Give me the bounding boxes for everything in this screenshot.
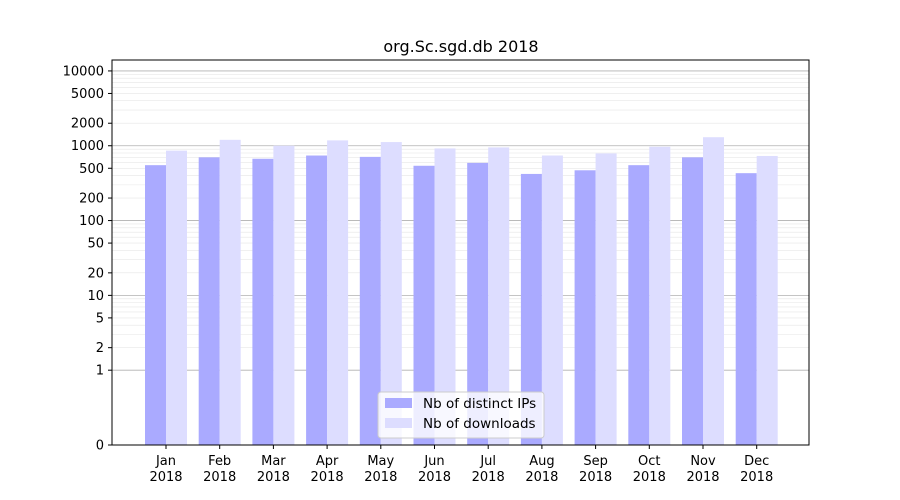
x-tick-label: Feb 2018 (203, 454, 236, 485)
x-tick-label: Oct 2018 (633, 454, 666, 485)
legend-label: Nb of downloads (423, 416, 536, 432)
x-tick-label: Jun 2018 (418, 454, 451, 485)
y-tick-label: 500 (79, 162, 104, 177)
legend-swatch (385, 398, 412, 408)
y-tick-label: 5000 (71, 87, 104, 102)
y-tick-label: 1000 (71, 139, 104, 154)
x-tick-label: Apr 2018 (311, 454, 344, 485)
x-tick-label: Jan 2018 (149, 454, 182, 485)
y-axis: 0 1 2 5 10 20 50 100 200 500 1000 2000 5000 10000 (63, 64, 112, 454)
bar-distinct-ips (467, 162, 489, 445)
bar-downloads (219, 139, 241, 445)
plot-frame (111, 59, 810, 446)
y-tick-label: 2 (96, 341, 104, 356)
y-tick-label: 10000 (63, 64, 104, 79)
bar-downloads (595, 153, 617, 445)
y-tick-label: 1 (96, 364, 104, 379)
bars-layer (145, 137, 778, 445)
x-axis: Jan 2018 Feb 2018 Mar 2018 Apr 2018 May 2018 Jun 20… (149, 445, 773, 485)
bar-distinct-ips (682, 157, 703, 445)
y-tick-label: 10 (87, 289, 104, 304)
x-tick-label: Sep 2018 (579, 454, 612, 485)
bar-downloads (327, 140, 349, 445)
x-tick-label: Mar 2018 (257, 454, 290, 485)
bar-distinct-ips (252, 158, 274, 445)
bar-downloads (380, 142, 402, 445)
legend-swatch (385, 418, 412, 428)
x-tick-label: Aug 2018 (525, 454, 558, 485)
bar-distinct-ips (306, 155, 328, 445)
y-tick-label: 2000 (71, 117, 104, 132)
bar-distinct-ips (413, 165, 435, 445)
bar-distinct-ips (145, 165, 166, 445)
x-tick-label: May 2018 (364, 454, 397, 485)
y-tick-label: 100 (79, 214, 104, 229)
bar-distinct-ips (520, 173, 542, 445)
y-tick-label: 20 (87, 266, 104, 281)
legend: Nb of distinct IPs Nb of downloads (377, 391, 545, 439)
x-tick-label: Dec 2018 (740, 454, 773, 485)
y-tick-label: 50 (87, 237, 104, 252)
bar-downloads (273, 145, 295, 445)
legend-label: Nb of distinct IPs (423, 396, 536, 412)
x-tick-label: Jul 2018 (472, 454, 505, 485)
legend-box (377, 391, 545, 439)
y-tick-label: 5 (96, 311, 104, 326)
bar-distinct-ips (628, 165, 650, 445)
chart-title: org.Sc.sgd.db 2018 (383, 37, 538, 56)
bar-downloads (488, 147, 510, 445)
bar-distinct-ips (359, 156, 381, 445)
bar-downloads (703, 137, 724, 445)
bar-downloads (649, 146, 671, 445)
x-tick-label: Nov 2018 (686, 454, 719, 485)
y-tick-label: 0 (96, 439, 104, 454)
y-tick-label: 200 (79, 192, 104, 207)
bar-downloads (434, 148, 456, 445)
bar-downloads (756, 155, 778, 445)
bar-distinct-ips (735, 173, 757, 445)
bar-downloads (166, 150, 187, 445)
bar-downloads (541, 155, 563, 445)
bar-distinct-ips (198, 157, 220, 445)
bar-distinct-ips (574, 170, 596, 445)
